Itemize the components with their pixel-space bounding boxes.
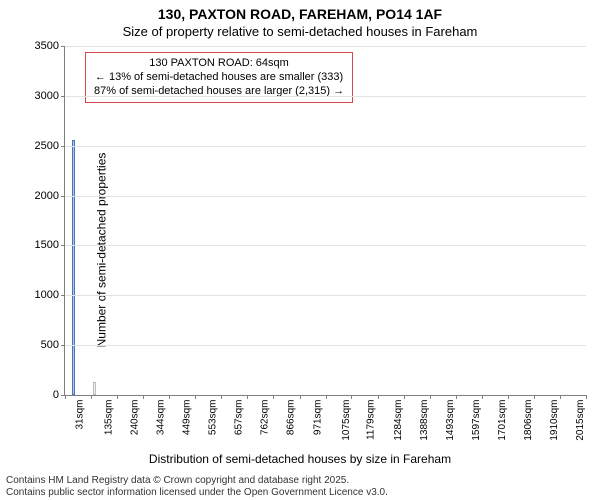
xtick-mark: [351, 395, 352, 399]
chart-subtitle: Size of property relative to semi-detach…: [0, 24, 600, 39]
xtick-mark: [221, 395, 222, 399]
xtick-mark: [508, 395, 509, 399]
xtick-label: 1179sqm: [366, 400, 377, 440]
xtick-label: 866sqm: [286, 400, 297, 436]
xtick-label: 1597sqm: [471, 400, 482, 441]
xtick-mark: [143, 395, 144, 399]
xtick-mark: [65, 395, 66, 399]
xtick-label: 135sqm: [103, 400, 114, 436]
ytick-label: 3000: [35, 90, 65, 102]
ytick-label: 2500: [35, 140, 65, 152]
gridline-h: [65, 196, 586, 197]
xtick-label: 1388sqm: [419, 400, 430, 441]
xtick-mark: [91, 395, 92, 399]
ytick-label: 2000: [35, 190, 65, 202]
xtick-label: 1910sqm: [549, 400, 560, 441]
plot-area: 130 PAXTON ROAD: 64sqm ← 13% of semi-det…: [64, 46, 586, 396]
xtick-mark: [560, 395, 561, 399]
gridline-h: [65, 96, 586, 97]
gridline-h: [65, 245, 586, 246]
attribution-1: Contains HM Land Registry data © Crown c…: [6, 475, 349, 486]
xtick-mark: [195, 395, 196, 399]
xtick-mark: [430, 395, 431, 399]
xtick-label: 240sqm: [129, 400, 140, 436]
xtick-mark: [534, 395, 535, 399]
xtick-mark: [273, 395, 274, 399]
xtick-label: 31sqm: [75, 400, 86, 430]
ytick-label: 0: [53, 389, 65, 401]
xtick-label: 344sqm: [155, 400, 166, 436]
xtick-mark: [326, 395, 327, 399]
ytick-label: 500: [41, 339, 65, 351]
gridline-h: [65, 345, 586, 346]
ytick-label: 1000: [35, 289, 65, 301]
xtick-mark: [169, 395, 170, 399]
xtick-mark: [482, 395, 483, 399]
xtick-label: 762sqm: [260, 400, 271, 436]
x-axis-label: Distribution of semi-detached houses by …: [0, 452, 600, 466]
bar: [93, 382, 96, 395]
xtick-mark: [378, 395, 379, 399]
gridline-h: [65, 295, 586, 296]
xtick-mark: [247, 395, 248, 399]
ytick-label: 3500: [35, 40, 65, 52]
attribution-2: Contains public sector information licen…: [6, 487, 388, 498]
xtick-label: 1493sqm: [445, 400, 456, 441]
chart-container: 130, PAXTON ROAD, FAREHAM, PO14 1AF Size…: [0, 0, 600, 500]
xtick-label: 1806sqm: [523, 400, 534, 441]
highlighted-bar: [72, 140, 75, 395]
xtick-label: 553sqm: [208, 400, 219, 436]
xtick-mark: [456, 395, 457, 399]
xtick-label: 1284sqm: [393, 400, 404, 441]
xtick-label: 2015sqm: [575, 400, 586, 441]
ytick-label: 1500: [35, 239, 65, 251]
xtick-label: 1701sqm: [497, 400, 508, 441]
xtick-label: 971sqm: [312, 400, 323, 436]
callout-line-2: ← 13% of semi-detached houses are smalle…: [94, 71, 344, 85]
xtick-label: 657sqm: [233, 400, 244, 436]
xtick-mark: [117, 395, 118, 399]
xtick-mark: [404, 395, 405, 399]
xtick-mark: [300, 395, 301, 399]
gridline-h: [65, 146, 586, 147]
xtick-label: 449sqm: [182, 400, 193, 436]
gridline-h: [65, 46, 586, 47]
chart-title: 130, PAXTON ROAD, FAREHAM, PO14 1AF: [0, 6, 600, 22]
callout-line-1: 130 PAXTON ROAD: 64sqm: [94, 57, 344, 71]
xtick-mark: [586, 395, 587, 399]
xtick-label: 1075sqm: [341, 400, 352, 441]
